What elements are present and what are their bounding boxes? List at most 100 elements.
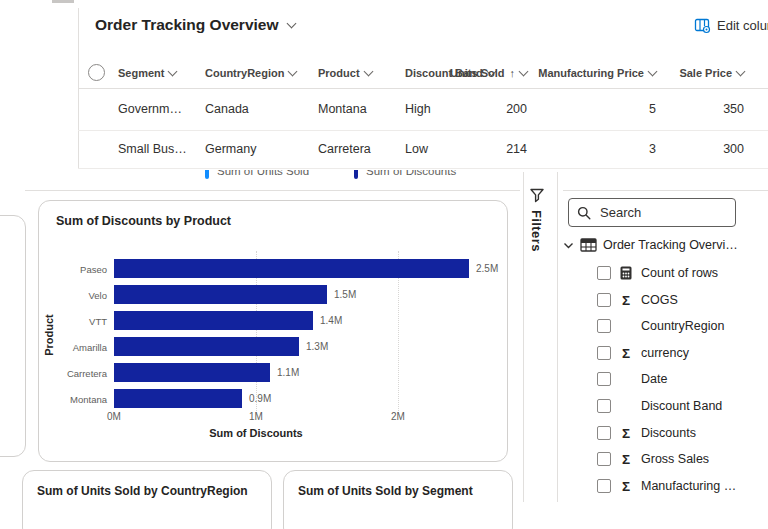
field-label: Discount Band	[641, 399, 722, 413]
column-header-sale-price[interactable]: Sale Price	[679, 67, 744, 79]
checkbox[interactable]	[597, 399, 611, 413]
bar-velo[interactable]	[114, 285, 327, 304]
edit-columns-button[interactable]: Edit columns	[694, 17, 768, 34]
cell-sale-price: 350	[723, 102, 744, 116]
field-item-discount-band[interactable]: Discount Band	[597, 396, 722, 416]
power-bi-data-view: Order Tracking Overview Edit columns Seg…	[0, 0, 768, 529]
legend-item-sum-of-units-sold: Sum of Units Sold	[205, 170, 309, 183]
value-label: 0.9M	[249, 393, 271, 404]
column-header-product[interactable]: Product	[318, 67, 372, 79]
bar-vtt[interactable]	[114, 311, 313, 330]
column-label: Segment	[118, 67, 164, 79]
column-header-units-sold[interactable]: Units Sold ↑	[450, 67, 527, 79]
table-row[interactable]: Governm…CanadaMontanaHigh2005350	[78, 88, 768, 131]
field-label: Date	[641, 372, 667, 386]
legend-marker	[354, 170, 358, 179]
checkbox[interactable]	[597, 372, 611, 386]
field-label: Gross Sales	[641, 452, 709, 466]
field-item-gross-sales[interactable]: ΣGross Sales	[597, 449, 709, 469]
value-label: 1.3M	[306, 341, 328, 352]
x-tick-label: 2M	[383, 411, 413, 422]
value-label: 1.1M	[277, 367, 299, 378]
cell-countryregion: Germany	[205, 142, 256, 156]
calculator-icon	[618, 266, 634, 280]
column-label: Units Sold	[450, 67, 504, 79]
fields-search[interactable]	[568, 198, 736, 227]
fields-pane-top-border	[563, 190, 768, 191]
chevron-down-icon[interactable]	[563, 240, 574, 251]
cell-product: Carretera	[318, 142, 371, 156]
legend-label: Sum of Discounts	[366, 170, 456, 177]
table-row[interactable]: Small Bus…GermanyCarreteraLow2143300	[78, 130, 768, 169]
cell-product: Montana	[318, 102, 367, 116]
sigma-icon: Σ	[618, 293, 634, 308]
field-label: CountryRegion	[641, 319, 724, 333]
column-header-segment[interactable]: Segment	[118, 67, 176, 79]
column-header-manufacturing-price[interactable]: Manufacturing Price	[538, 67, 656, 79]
legend-item-sum-of-discounts: Sum of Discounts	[354, 170, 456, 183]
search-input[interactable]	[598, 204, 722, 221]
bar-chart-card[interactable]: Sum of Discounts by Product Product Sum …	[38, 200, 508, 462]
checkbox[interactable]	[597, 346, 611, 360]
field-item-discounts[interactable]: Σ Discounts	[597, 423, 696, 443]
chevron-down-icon	[648, 66, 658, 76]
category-label-amarilla: Amarilla	[39, 342, 107, 353]
chart-title: Sum of Units Sold by CountryRegion	[37, 484, 248, 498]
category-label-carretera: Carretera	[39, 368, 107, 379]
cell-sale-price: 300	[723, 142, 744, 156]
partial-left-card[interactable]	[0, 215, 26, 457]
bar-paseo[interactable]	[114, 259, 469, 278]
fields-table-node[interactable]: Order Tracking Overvi…	[563, 238, 738, 252]
column-label: Product	[318, 67, 360, 79]
chevron-down-icon	[736, 66, 746, 76]
scrollbar-remnant	[52, 0, 74, 3]
select-all-circle[interactable]	[88, 64, 105, 81]
page-title: Order Tracking Overview	[95, 16, 279, 34]
cell-units-sold: 214	[506, 142, 527, 156]
field-item-currency[interactable]: Σcurrency	[597, 343, 689, 363]
chevron-down-icon	[288, 66, 298, 76]
filters-funnel-icon[interactable]	[528, 186, 546, 208]
bar-amarilla[interactable]	[114, 337, 299, 356]
field-item-manufacturing[interactable]: ΣManufacturing …	[597, 476, 736, 496]
filters-pane-toggle[interactable]: Filters	[529, 210, 544, 252]
checkbox[interactable]	[597, 452, 611, 466]
cell-discount-band: High	[405, 102, 431, 116]
chart-card-countryregion[interactable]: Sum of Units Sold by CountryRegion	[22, 470, 272, 529]
field-item-cogs[interactable]: Σ COGS	[597, 290, 678, 310]
checkbox[interactable]	[597, 266, 611, 280]
column-label: CountryRegion	[205, 67, 284, 79]
chart-card-segment[interactable]: Sum of Units Sold by Segment	[283, 470, 513, 529]
category-label-velo: Velo	[39, 290, 107, 301]
sigma-icon: Σ	[618, 346, 634, 361]
field-label: Discounts	[641, 426, 696, 440]
bar-carretera[interactable]	[114, 363, 270, 382]
chart-title: Sum of Discounts by Product	[56, 214, 231, 228]
field-item-count-of-rows[interactable]: Count of rows	[597, 263, 718, 283]
canvas-divider	[25, 190, 520, 191]
cell-units-sold: 200	[506, 102, 527, 116]
edit-columns-label: Edit columns	[717, 18, 768, 33]
sort-ascending-icon: ↑	[510, 67, 516, 79]
cell-countryregion: Canada	[205, 102, 249, 116]
checkbox[interactable]	[597, 479, 611, 493]
field-label: COGS	[641, 293, 678, 307]
page-title-dropdown[interactable]: Order Tracking Overview	[95, 16, 295, 34]
field-label: Manufacturing …	[641, 479, 736, 493]
sigma-icon: Σ	[618, 426, 634, 441]
category-label-paseo: Paseo	[39, 264, 107, 275]
y-axis-title: Product	[43, 295, 55, 375]
chevron-down-icon	[286, 18, 296, 28]
bar-montana[interactable]	[114, 389, 242, 408]
column-header-countryregion[interactable]: CountryRegion	[205, 67, 296, 79]
chevron-down-icon	[363, 66, 373, 76]
field-item-countryregion[interactable]: CountryRegion	[597, 316, 724, 336]
checkbox[interactable]	[597, 293, 611, 307]
table-header-row: SegmentCountryRegionProductDiscount Band…	[78, 58, 768, 89]
checkbox[interactable]	[597, 319, 611, 333]
checkbox[interactable]	[597, 426, 611, 440]
x-tick-label: 0M	[99, 411, 129, 422]
x-axis-title: Sum of Discounts	[114, 427, 398, 439]
field-item-date[interactable]: Date	[597, 369, 667, 389]
field-label: currency	[641, 346, 689, 360]
